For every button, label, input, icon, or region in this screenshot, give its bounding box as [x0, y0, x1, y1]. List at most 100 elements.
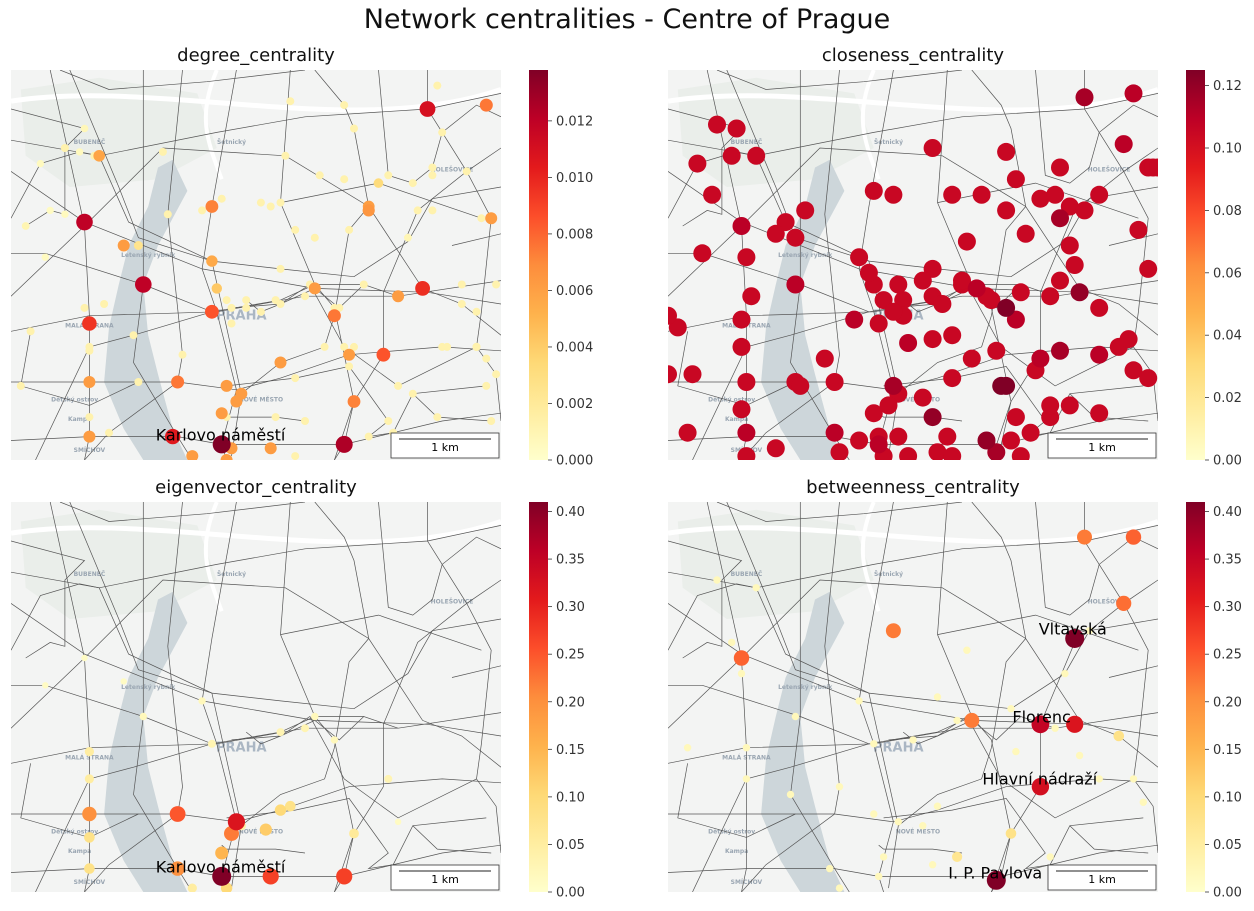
scale-bar-label: 1 km: [1088, 441, 1116, 454]
network-node: [737, 248, 756, 267]
network-node: [894, 818, 902, 826]
network-node: [215, 846, 229, 860]
network-node: [928, 861, 937, 869]
network-node: [870, 740, 878, 748]
network-edge: [451, 233, 501, 246]
network-node: [943, 447, 962, 460]
network-node: [291, 225, 300, 234]
colorbar-tick-label: 0.004: [556, 340, 593, 355]
network-node: [310, 233, 319, 242]
network-edge: [991, 502, 1125, 892]
network-node: [1051, 724, 1059, 732]
network-node: [186, 450, 199, 460]
map-place-label: Letenský rybník: [778, 252, 833, 259]
network-node: [117, 239, 130, 252]
scale-bar: 1 km: [390, 432, 500, 459]
network-node: [408, 179, 417, 188]
network-node: [347, 395, 361, 408]
network-node: [170, 861, 185, 876]
network-edge: [668, 579, 1158, 768]
network-node: [1090, 345, 1109, 364]
network-node: [60, 144, 69, 152]
network-node: [158, 147, 167, 156]
network-edge: [668, 778, 1158, 823]
network-node: [967, 279, 986, 298]
network-node: [884, 302, 903, 321]
map-place-label: NOVÉ MĚSTO: [896, 828, 940, 836]
network-node: [359, 280, 368, 289]
colorbar-tick-label: 0.20: [556, 695, 585, 710]
network-node: [850, 431, 869, 450]
network-node: [752, 584, 760, 592]
colorbar-tick-label: 0.12: [1213, 79, 1242, 94]
network-edge: [668, 603, 1158, 737]
colorbar-tick-label: 0.008: [556, 227, 593, 242]
network-node: [1002, 431, 1020, 450]
network-node: [220, 379, 233, 392]
network-node: [1070, 283, 1089, 302]
network-node: [220, 454, 233, 460]
network-node: [428, 171, 437, 180]
network-node: [1090, 404, 1109, 423]
network-node: [972, 185, 991, 204]
network-node: [899, 447, 918, 460]
network-node: [786, 790, 795, 799]
network-edge: [898, 502, 1027, 826]
network-node: [477, 214, 486, 223]
network-node: [120, 678, 127, 685]
network-edge: [466, 579, 501, 854]
network-edge: [59, 70, 306, 90]
network-node: [889, 275, 908, 294]
map-place-label: PRAHA: [216, 309, 267, 324]
network-node: [1005, 828, 1017, 839]
map-place-label: Šetnický: [874, 139, 903, 146]
network-node: [1051, 209, 1069, 228]
network-edge: [226, 798, 487, 870]
map-place-label: Dětský ostrov: [51, 829, 98, 836]
network-node: [1031, 189, 1050, 208]
network-node: [884, 376, 903, 395]
network-edge: [716, 502, 963, 522]
river-vltava: [761, 159, 845, 460]
network-node: [472, 307, 481, 316]
colorbar-tick-label: 0.05: [1213, 838, 1242, 853]
network-node: [1016, 224, 1035, 243]
network-edge: [20, 763, 139, 838]
network-edge: [35, 743, 213, 892]
network-edge: [11, 108, 86, 227]
network-edge: [1108, 665, 1158, 678]
network-node: [1077, 529, 1092, 545]
network-edge: [11, 579, 501, 768]
network-node: [222, 296, 231, 305]
scale-bar: 1 km: [1047, 432, 1157, 459]
network-edge: [878, 844, 963, 854]
network-node: [952, 851, 963, 863]
colorbar-tick-label: 0.06: [1213, 266, 1242, 281]
colorbar-tick-label: 0.000: [556, 454, 593, 469]
network-node: [404, 233, 412, 242]
network-node: [129, 331, 138, 340]
network-edge: [11, 540, 86, 659]
network-node: [350, 124, 358, 133]
map-place-label: Kampa: [68, 416, 91, 423]
colorbar-tick-label: 0.10: [1213, 790, 1242, 805]
colorbar-tick-label: 0.30: [1213, 600, 1242, 615]
colorbar-tick-label: 0.00: [556, 886, 585, 901]
map-place-label: HOLEŠOVICE: [1088, 598, 1131, 605]
map-place-label: HOLEŠOVICE: [1088, 166, 1131, 173]
network-node: [419, 101, 436, 117]
network-node: [81, 654, 88, 662]
colorbar-gradient: [1186, 70, 1205, 460]
network-node: [766, 439, 785, 458]
network-node: [1060, 236, 1079, 255]
network-node: [943, 369, 962, 388]
panel-title: degree_centrality: [177, 45, 335, 66]
network-node: [688, 154, 707, 173]
map-place-label: Letenský rybník: [121, 252, 176, 259]
network-edges: [668, 502, 1158, 892]
map-place-label: HOLEŠOVICE: [431, 598, 474, 605]
network-node: [830, 443, 849, 460]
network-node: [443, 342, 452, 351]
network-node: [933, 802, 942, 810]
network-edge: [11, 147, 501, 336]
